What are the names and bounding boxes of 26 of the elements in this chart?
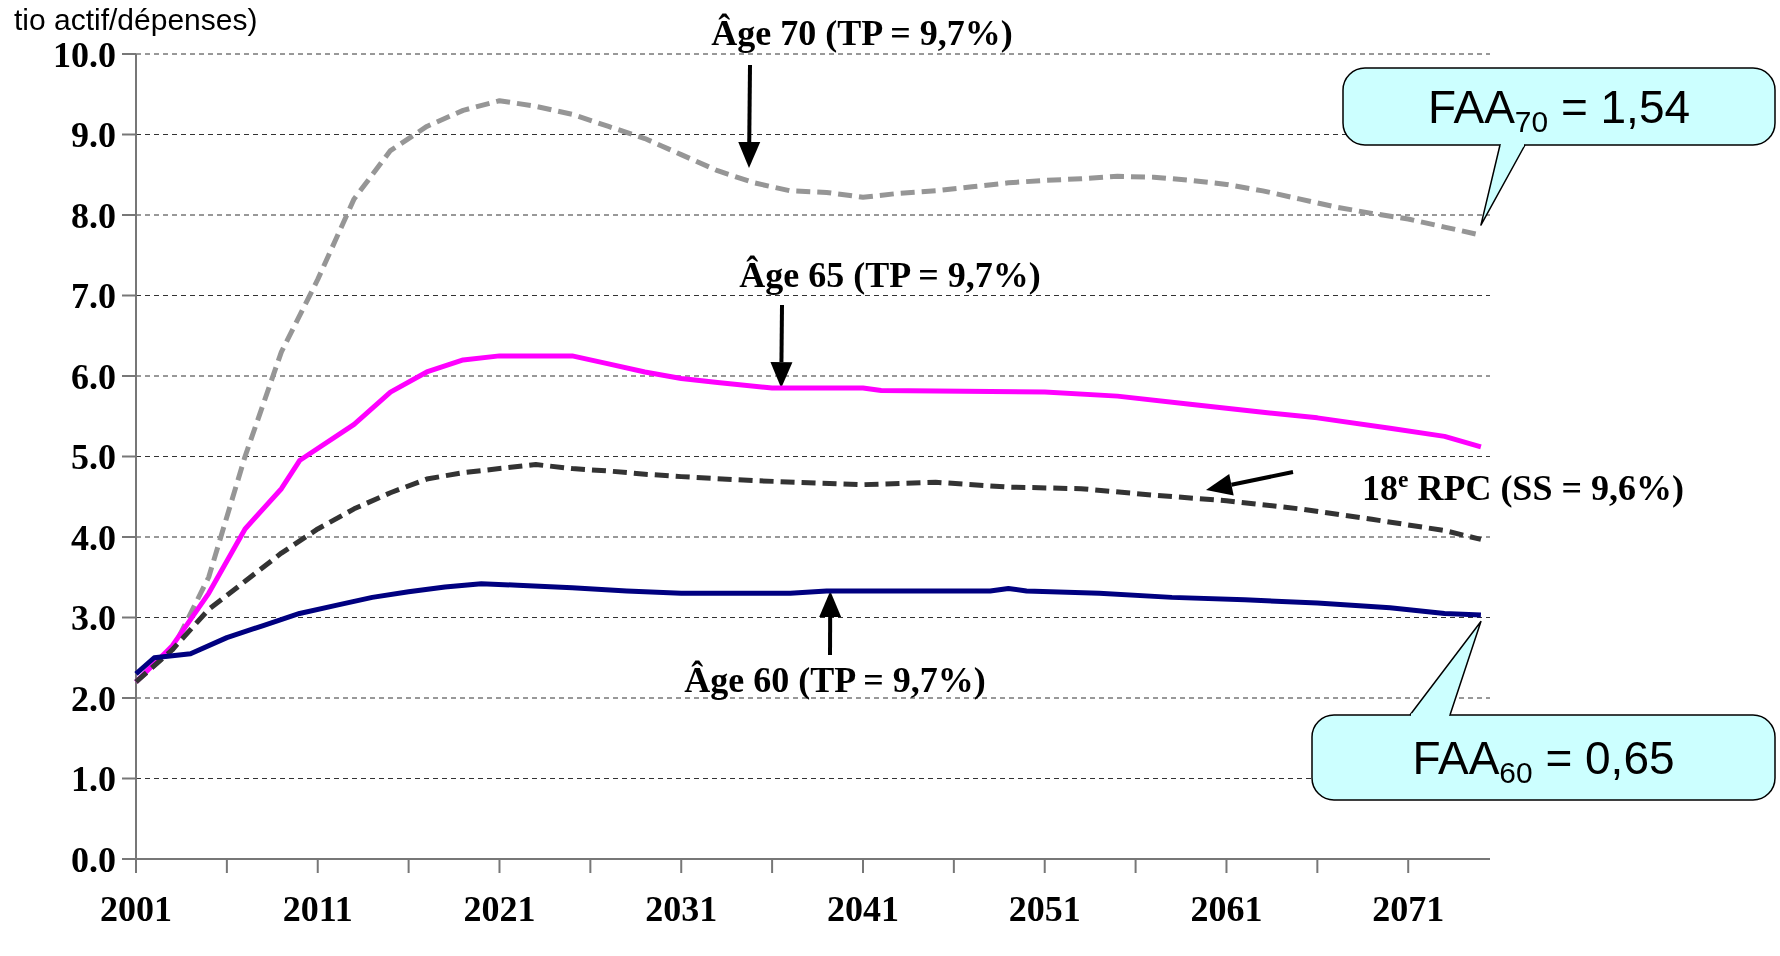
x-tick-label: 2061 <box>1190 889 1263 929</box>
x-tick-label: 2001 <box>100 889 172 929</box>
y-tick-label: 0.0 <box>71 839 116 880</box>
y-tick-label: 10.0 <box>53 34 116 75</box>
y-tick-label: 9.0 <box>71 115 116 156</box>
y-tick-label: 5.0 <box>71 437 116 478</box>
annotation: Âge 65 (TP = 9,7%) <box>739 255 1041 295</box>
x-tick-label: 2051 <box>1008 889 1081 929</box>
y-tick-label: 7.0 <box>71 276 116 317</box>
annotation: 18$^{e}$ RPC (SS = 9,6%) <box>1362 466 1684 508</box>
x-tick-label: 2021 <box>463 889 536 929</box>
text: Âge 70 (TP = 9,7%) <box>711 13 1013 53</box>
y-tick-label: 8.0 <box>71 195 116 236</box>
y-tick-label: 6.0 <box>71 356 116 397</box>
x-tick-label: 2041 <box>826 889 899 929</box>
x-tick-label: 2031 <box>645 889 718 929</box>
y-tick-label: 1.0 <box>71 759 116 800</box>
x-tick-label: 2071 <box>1372 889 1445 929</box>
annotation: FAA$_{60}$ = 0,65 <box>1412 731 1675 789</box>
annotation: Âge 60 (TP = 9,7%) <box>684 660 986 700</box>
y-axis-title: tio actif/dépenses) <box>14 3 258 36</box>
y-tick-label: 4.0 <box>71 517 116 558</box>
y-tick-label: 3.0 <box>71 598 116 639</box>
x-tick-label: 2011 <box>282 889 353 929</box>
y-tick-label: 2.0 <box>71 678 116 719</box>
annotation: FAA$_{70}$ = 1,54 <box>1427 80 1691 138</box>
